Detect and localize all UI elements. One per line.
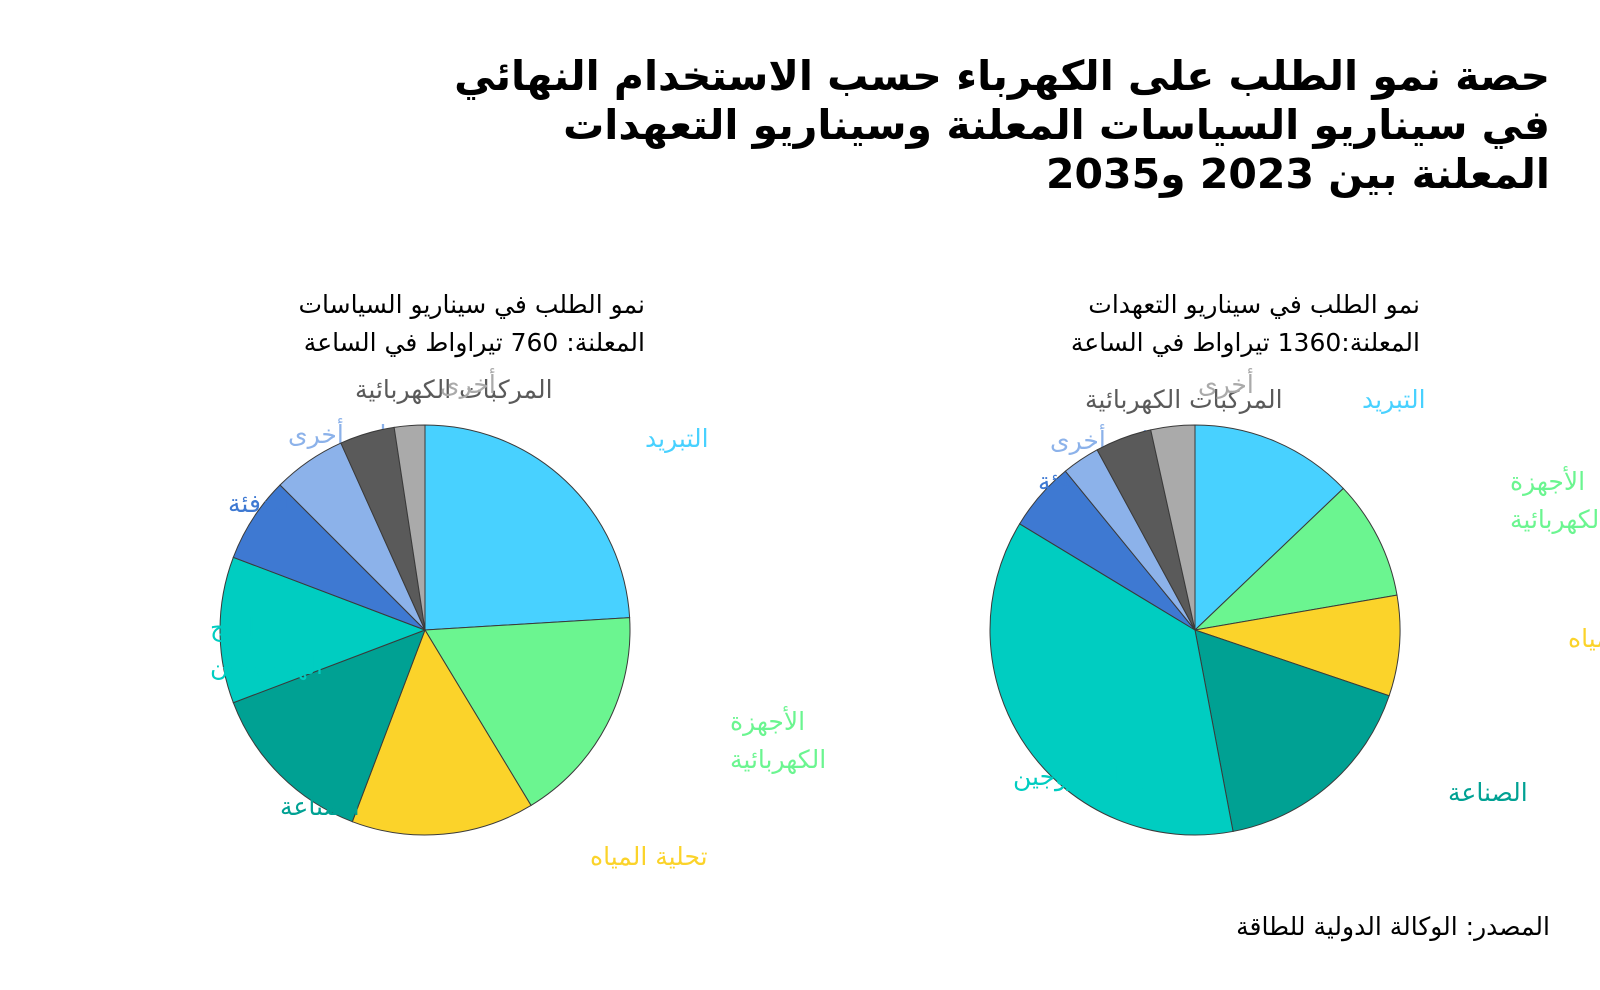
pie-slice-other xyxy=(1150,424,1196,631)
chart-title-line: في سيناريو السياسات المعلنة وسيناريو الت… xyxy=(563,101,1550,149)
slice-label-appliances: الأجهزة الكهربائية xyxy=(1510,465,1600,535)
slice-label-line: أخرى xyxy=(440,367,496,399)
subtitle-line: المعلنة: 760 تيراواط في الساعة xyxy=(303,328,645,357)
slice-label-line: تحلية المياه xyxy=(1568,624,1600,653)
pie-slice-hydrogen xyxy=(219,556,427,704)
slice-label-line: التدفئة xyxy=(228,489,296,518)
pie-slice-hydrogen xyxy=(989,523,1234,836)
pie-slice-appliances xyxy=(424,617,631,807)
chart-title: حصة نمو الطلب على الكهرباء حسب الاستخدام… xyxy=(250,52,1550,199)
slice-label-line: إنتاج الهيدروجين xyxy=(1013,762,1179,792)
aps-pie-subtitle: نمو الطلب في سيناريو التعهدات المعلنة:13… xyxy=(980,286,1420,362)
slice-label-line: الصناعة xyxy=(280,792,360,821)
slice-label-line: الكهربائية xyxy=(730,745,826,775)
source-note: المصدر: الوكالة الدولية للطاقة xyxy=(1236,912,1550,941)
subtitle-line: المعلنة:1360 تيراواط في الساعة xyxy=(1070,328,1420,357)
steps-pie-chart: التبريد الأجهزة الكهربائية تحلية المياه الصن… xyxy=(210,367,826,871)
slice-label-desalination: تحلية المياه xyxy=(590,842,708,871)
chart-title-line: حصة نمو الطلب على الكهرباء حسب الاستخدام… xyxy=(454,52,1550,100)
pie-slice-cooling xyxy=(424,424,631,631)
slice-label-ev: المركبات الكهربائية xyxy=(355,375,553,405)
slice-label-line: التبريد xyxy=(645,424,709,453)
slice-label-line: الأجهزة xyxy=(730,705,805,737)
slice-label-cooling: التبريد xyxy=(1362,385,1426,414)
slice-label-hydrogen: إنتاج الهيدروجين xyxy=(210,613,323,681)
slice-label-line: إنتاج xyxy=(210,613,255,643)
pie-slice-appliances xyxy=(1193,487,1398,631)
slice-label-line: الأجهزة xyxy=(1510,465,1585,497)
slice-label-hydrogen: إنتاج الهيدروجين xyxy=(1013,762,1179,792)
pie-slice-desalination xyxy=(1194,594,1401,697)
subtitle-line: نمو الطلب في سيناريو التعهدات xyxy=(1088,290,1420,319)
slice-label-line: أخرى xyxy=(1198,367,1254,399)
subtitle-line: نمو الطلب في سيناريو السياسات xyxy=(298,290,645,319)
aps-pie-chart: التبريد الأجهزة الكهربائية تحلية المياه الصن… xyxy=(989,367,1600,836)
slice-label-heating: التدفئة xyxy=(228,489,296,518)
slice-label-cooling: التبريد xyxy=(645,424,709,453)
slice-label-line: الصناعة xyxy=(1448,778,1528,807)
chart-title-line: المعلنة بين 2023 و2035 xyxy=(1045,150,1550,198)
pie-slice-cooling xyxy=(1194,424,1345,632)
slice-label-line: التبريد xyxy=(1362,385,1426,414)
slice-label-line: الكهربائية xyxy=(1510,505,1600,535)
slice-label-industry: الصناعة xyxy=(280,792,360,821)
slice-label-other: أخرى xyxy=(1198,367,1254,399)
pie-slice-desalination xyxy=(351,628,532,836)
pie-slice-industry xyxy=(1194,629,1390,833)
slice-label-line: المركبات الكهربائية xyxy=(1085,385,1283,415)
slice-label-ev: المركبات الكهربائية xyxy=(1085,385,1283,415)
slice-label-line: تحلية المياه xyxy=(590,842,708,871)
pie-slice-other xyxy=(393,424,426,631)
pie-slice-industry xyxy=(232,629,426,823)
slice-label-line: المركبات الكهربائية xyxy=(355,375,553,405)
steps-pie-subtitle: نمو الطلب في سيناريو السياسات المعلنة: 7… xyxy=(175,286,645,362)
slice-label-appliances: الأجهزة الكهربائية xyxy=(730,705,826,775)
slice-label-line: الهيدروجين xyxy=(210,651,323,681)
slice-label-desalination: تحلية المياه xyxy=(1568,624,1600,653)
slice-label-other: أخرى xyxy=(440,367,496,399)
slice-label-industry: الصناعة xyxy=(1448,778,1528,807)
